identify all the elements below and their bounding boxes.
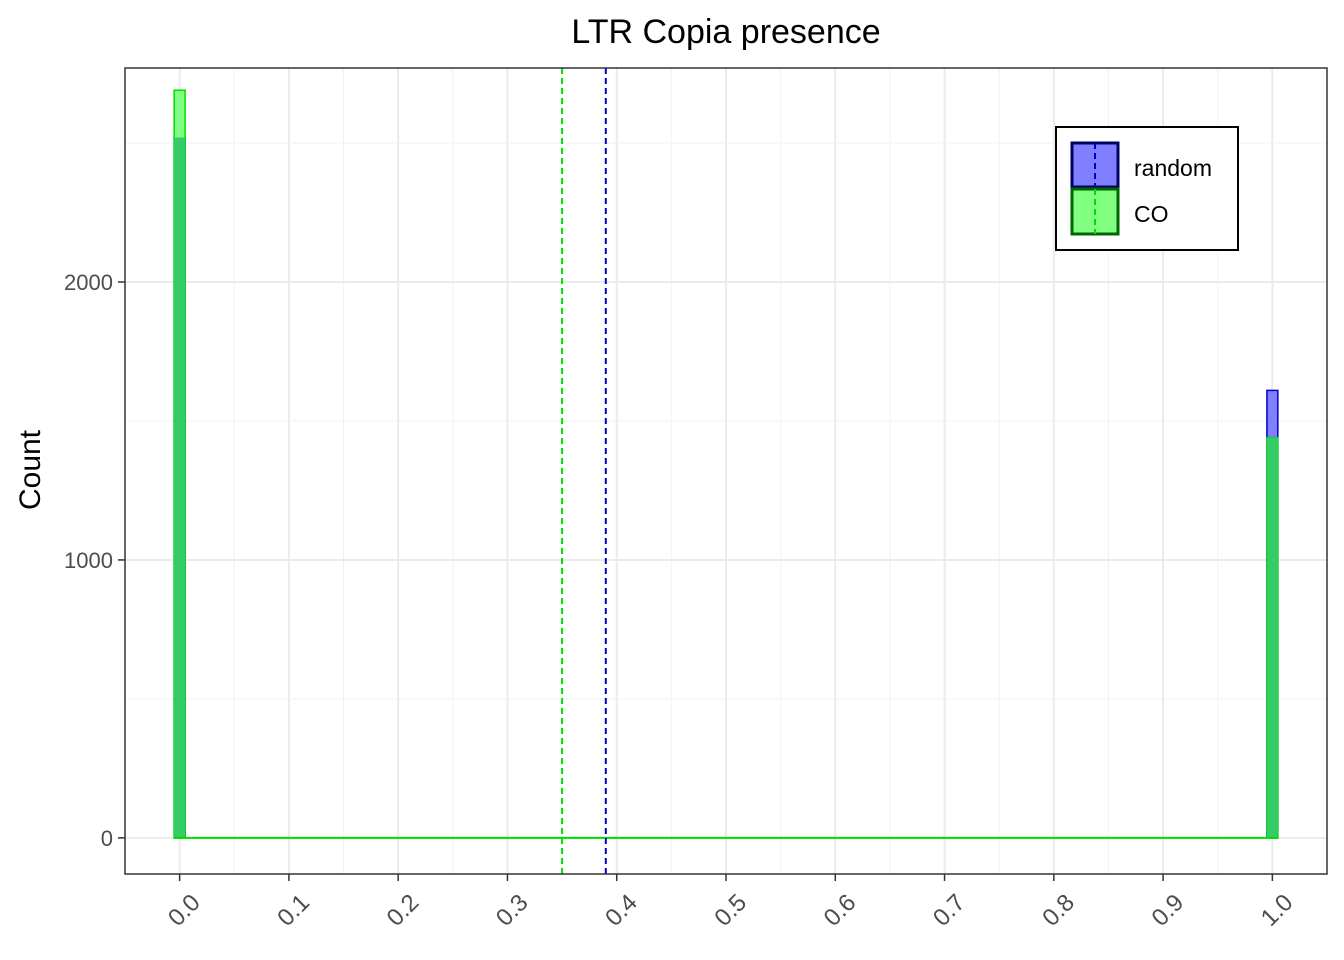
x-tick-label: 0.9 xyxy=(1147,889,1190,932)
y-axis-label: Count xyxy=(14,429,47,510)
x-tick-label: 0.4 xyxy=(600,889,643,932)
y-axis-ticks: 0 1000 2000 xyxy=(64,270,125,851)
x-tick-label: 0.1 xyxy=(272,889,315,932)
x-tick-label: 0.2 xyxy=(382,889,425,932)
legend: random CO xyxy=(1055,126,1239,251)
bar-overlap-bin-0 xyxy=(174,137,186,838)
legend-label-random: random xyxy=(1134,155,1212,181)
legend-label-co: CO xyxy=(1134,201,1169,227)
bar-overlap-bin-1 xyxy=(1266,437,1278,838)
bars xyxy=(173,89,1279,839)
chart-title: LTR Copia presence xyxy=(571,13,880,51)
y-tick-label: 1000 xyxy=(64,548,113,573)
x-tick-label: 0.0 xyxy=(163,889,206,932)
x-tick-label: 0.8 xyxy=(1037,889,1080,932)
y-tick-label: 2000 xyxy=(64,270,113,295)
x-tick-label: 0.6 xyxy=(819,889,862,932)
mean-lines xyxy=(561,68,607,874)
x-tick-label: 0.3 xyxy=(491,889,534,932)
y-tick-label: 0 xyxy=(101,826,113,851)
x-tick-label: 1.0 xyxy=(1256,889,1299,932)
x-tick-label: 0.5 xyxy=(709,889,752,932)
x-axis-ticks: 0.0 0.1 0.2 0.3 0.4 0.5 0.6 0.7 0.8 0.9 1.0 xyxy=(163,874,1298,932)
x-tick-label: 0.7 xyxy=(928,889,971,932)
